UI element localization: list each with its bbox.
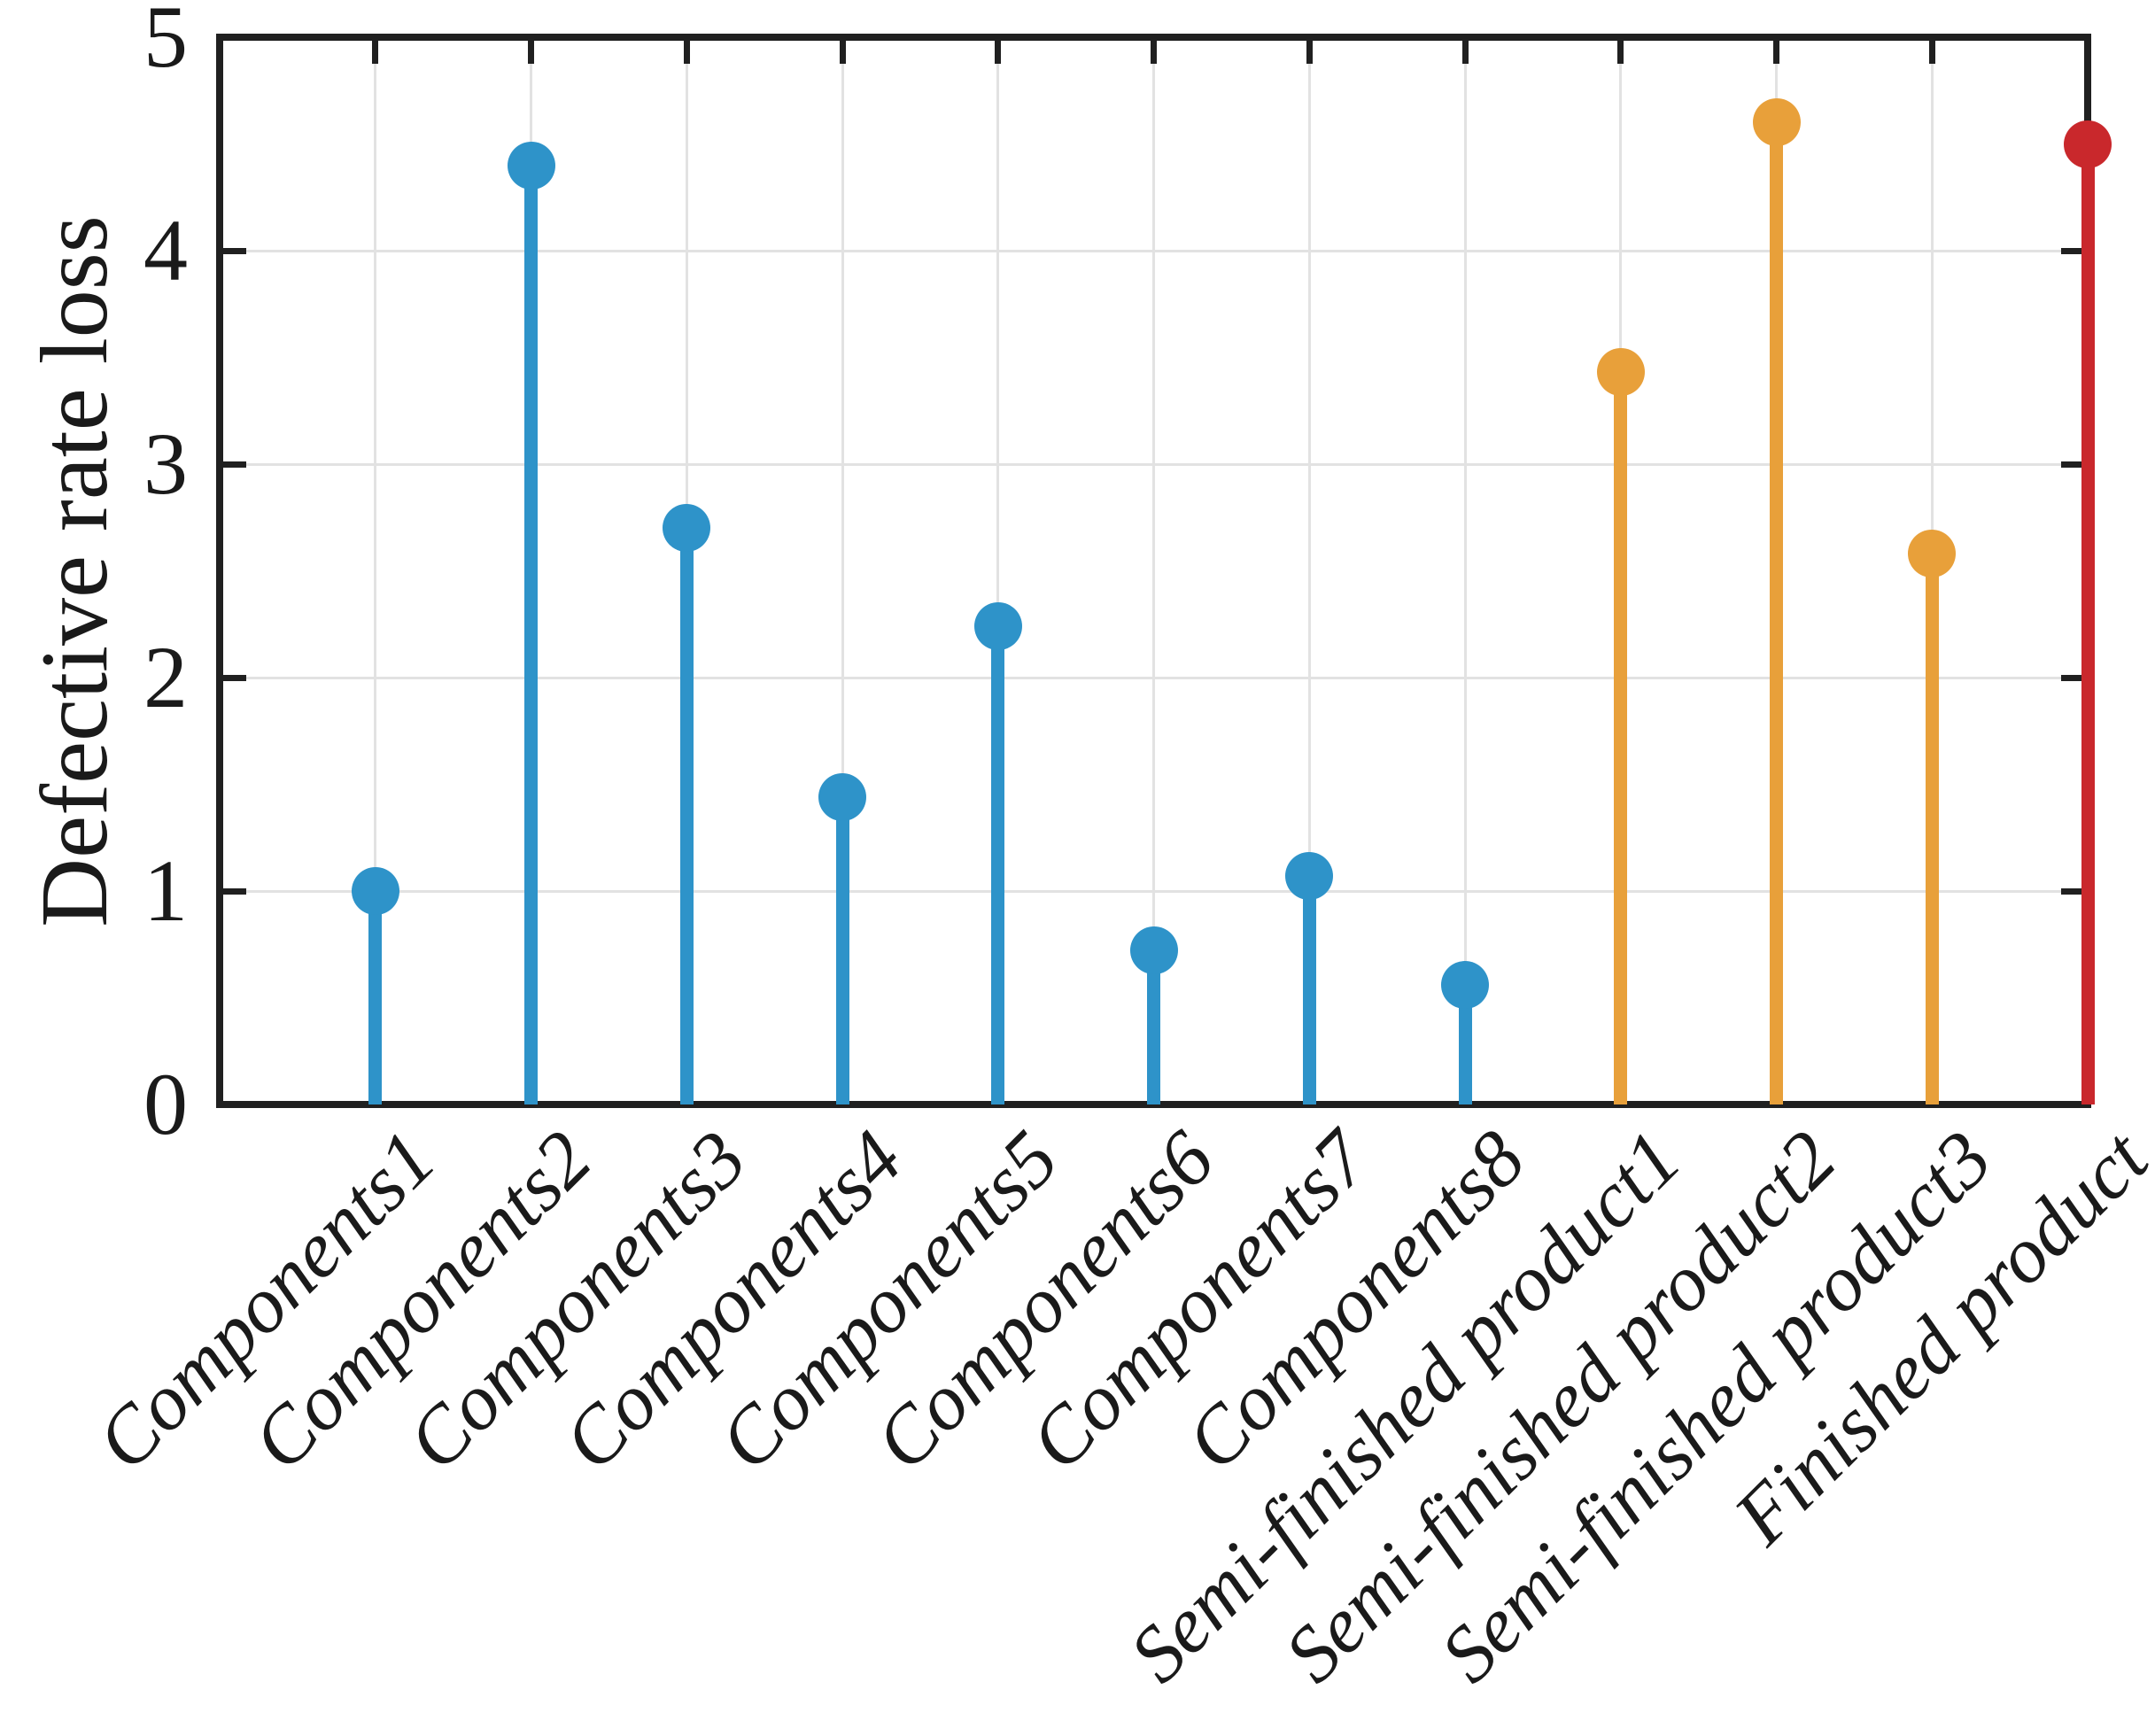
gridline-v-7 (1307, 37, 1311, 1104)
y-tick-label-2: 2 (143, 628, 188, 726)
gridline-h-3 (220, 462, 2088, 466)
y-tick-right-1 (2061, 887, 2088, 895)
marker-semi-finished-product1 (1596, 348, 1645, 397)
x-tick-top-1 (372, 37, 379, 64)
stem-components3 (679, 528, 694, 1104)
marker-components2 (507, 141, 555, 190)
stem-components5 (991, 626, 1005, 1104)
x-tick-top-2 (528, 37, 534, 64)
marker-components7 (1285, 852, 1334, 901)
gridline-v-5 (996, 37, 1000, 1104)
marker-semi-finished-product2 (1752, 98, 1801, 147)
y-tick-label-4: 4 (143, 201, 188, 299)
y-tick-left-3 (220, 461, 246, 468)
gridline-v-1 (374, 37, 377, 1104)
gridline-v-8 (1463, 37, 1467, 1104)
y-tick-label-1: 1 (143, 841, 188, 940)
marker-components8 (1441, 961, 1489, 1010)
marker-components6 (1129, 926, 1178, 975)
y-tick-right-4 (2061, 247, 2088, 254)
gridline-h-1 (220, 889, 2088, 893)
y-tick-label-5: 5 (143, 0, 188, 86)
y-tick-right-2 (2061, 674, 2088, 681)
stem-components7 (1302, 876, 1316, 1104)
stem-components6 (1147, 950, 1160, 1104)
x-tick-top-6 (1151, 37, 1157, 64)
marker-finished-product (2064, 120, 2112, 168)
x-tick-top-12 (2084, 37, 2091, 64)
y-tick-label-3: 3 (143, 415, 188, 513)
gridline-h-4 (220, 249, 2088, 252)
stem-components1 (368, 891, 383, 1104)
stem-semi-finished-product1 (1614, 372, 1628, 1104)
gridline-v-6 (1152, 37, 1155, 1104)
x-tick-top-3 (683, 37, 690, 64)
x-tick-top-10 (1773, 37, 1779, 64)
stem-components2 (524, 165, 538, 1104)
marker-semi-finished-product3 (1908, 530, 1957, 578)
x-tick-top-5 (995, 37, 1002, 64)
stem-components4 (835, 796, 849, 1104)
gridline-h-2 (220, 676, 2088, 679)
stem-semi-finished-product2 (1770, 122, 1783, 1104)
y-tick-left-2 (220, 674, 246, 681)
x-tick-top-11 (1928, 37, 1935, 64)
y-tick-label-0: 0 (143, 1055, 188, 1153)
gridline-v-4 (841, 37, 844, 1104)
stem-semi-finished-product3 (1925, 554, 1939, 1104)
y-tick-left-4 (220, 247, 246, 254)
marker-components1 (351, 867, 399, 915)
x-tick-top-4 (839, 37, 846, 64)
y-tick-right-3 (2061, 461, 2088, 468)
x-tick-top-9 (1617, 37, 1624, 64)
x-tick-top-7 (1306, 37, 1313, 64)
stem-finished-product (2081, 143, 2095, 1104)
y-tick-left-1 (220, 887, 246, 895)
x-tick-top-8 (1461, 37, 1469, 64)
marker-components3 (663, 504, 711, 553)
marker-components5 (973, 602, 1022, 651)
stem-components8 (1458, 985, 1472, 1104)
marker-components4 (818, 772, 866, 821)
